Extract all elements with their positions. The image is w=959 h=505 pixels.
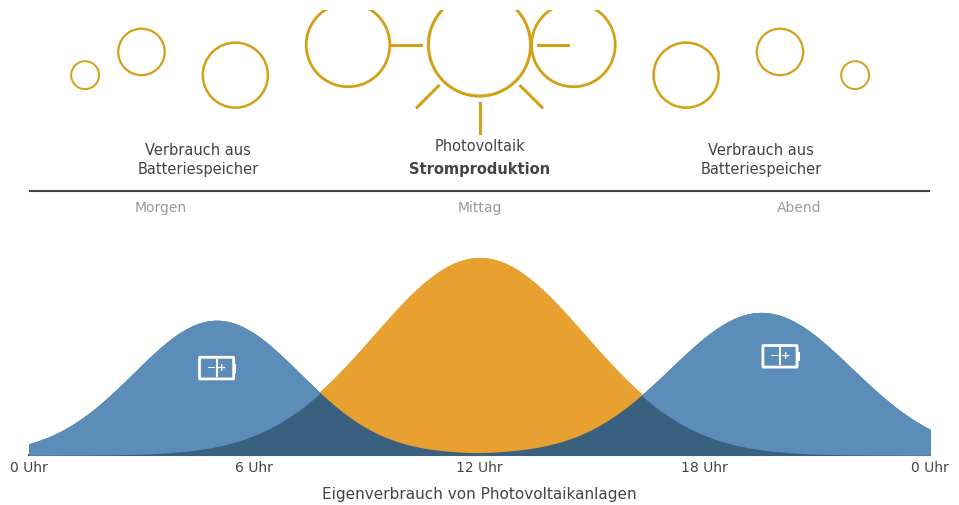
Text: Mittag: Mittag — [457, 200, 502, 215]
Text: Verbrauch aus
Batteriespeicher: Verbrauch aus Batteriespeicher — [137, 142, 258, 177]
Text: Abend: Abend — [777, 200, 821, 215]
Bar — [797, 352, 800, 361]
Text: Stromproduktion: Stromproduktion — [409, 162, 550, 177]
Text: Verbrauch aus
Batteriespeicher: Verbrauch aus Batteriespeicher — [701, 142, 822, 177]
Bar — [233, 364, 236, 373]
Text: +: + — [217, 363, 226, 373]
Text: +: + — [781, 351, 789, 361]
Text: −: − — [207, 363, 216, 373]
Text: Photovoltaik: Photovoltaik — [434, 139, 525, 154]
Text: −: − — [770, 351, 780, 361]
Text: Morgen: Morgen — [134, 200, 186, 215]
X-axis label: Eigenverbrauch von Photovoltaikanlagen: Eigenverbrauch von Photovoltaikanlagen — [322, 486, 637, 501]
